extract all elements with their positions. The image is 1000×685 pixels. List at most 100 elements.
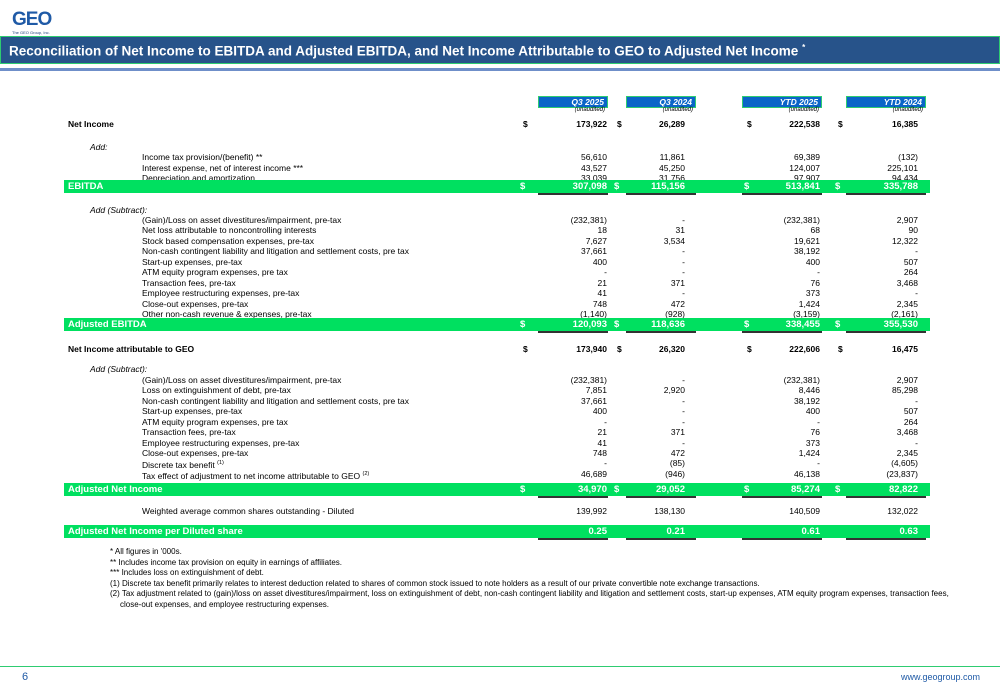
cell-value: 225,101 [887,163,918,173]
cell-value: 37,661 [581,246,607,256]
logo-text: GEO [12,9,52,30]
table-row: Net loss attributable to noncontrolling … [64,225,930,236]
cell-value: 12,322 [892,236,918,246]
title-footnote-marker: * [802,43,806,52]
page-number: 6 [22,671,29,683]
cell-value: 16,475 [892,344,918,354]
cell-value: 31 [675,225,685,235]
cell-value: 41 [597,438,607,448]
cell-value: 140,509 [789,506,820,516]
cell-value: - [682,438,685,448]
cell-value: 307,098 [538,180,608,195]
cell-value: 1,424 [798,299,820,309]
column-header: YTD 2025 [742,96,822,108]
footnote-ref: (2) [362,471,370,477]
cell-value: 16,385 [892,119,918,129]
cell-value: 400 [805,257,820,267]
cell-value: 2,920 [663,385,685,395]
currency-symbol: $ [747,119,752,129]
currency-symbol: $ [614,484,620,495]
cell-value: (3,159) [793,309,820,319]
footnotes: * All figures in '000s. ** Includes incom… [110,547,950,610]
row-label: Add (Subtract): [90,364,147,375]
section-label-row: Add (Subtract): [64,205,930,216]
footnote: ** Includes income tax provision on equi… [110,557,342,567]
row-label-text: ATM equity program expenses, pre tax [142,417,288,427]
cell-value: 3,468 [896,427,918,437]
geo-logo: GEO The GEO Group, Inc. [12,10,72,38]
total-row: Adjusted EBITDA $120,093 $118,636 $338,455 $… [64,318,930,333]
row-label: Start-up expenses, pre-tax [142,257,242,268]
cell-value: 90 [908,225,918,235]
cell-value: 222,538 [789,119,820,129]
cell-value: 335,788 [846,180,926,195]
cell-value: - [682,417,685,427]
footnote: *** Includes loss on extinguishment of d… [110,568,264,577]
cell-value: 373 [805,288,820,298]
currency-symbol: $ [744,484,750,495]
footnote: (2) Tax adjustment related to (gain)/los… [110,589,949,609]
row-label-text: Adjusted Net Income per Diluted share [68,526,243,537]
table-row: Loss on extinguishment of debt, pre-tax 7… [64,385,930,396]
footer-url[interactable]: www.geogroup.com [900,672,980,682]
currency-symbol: $ [523,344,528,354]
cell-value: 338,455 [742,318,822,333]
cell-value: 82,822 [846,483,926,498]
cell-value: 26,289 [659,119,685,129]
cell-value: 38,192 [794,396,820,406]
cell-value: 0.63 [846,525,926,540]
section-label-row: Add (Subtract): [64,364,930,375]
cell-value: (946) [665,469,685,479]
row-label: Adjusted EBITDA [68,318,147,331]
cell-value: (4,605) [891,458,918,468]
footer-divider [0,666,1000,667]
row-label-text: Net Income attributable to GEO [68,344,195,354]
footnote: * All figures in '000s. [110,547,182,556]
row-label: Add (Subtract): [90,205,147,216]
cell-value: (232,381) [783,375,820,385]
table-row: ATM equity program expenses, pre tax - - - 2… [64,267,930,278]
table-row: Income tax provision/(benefit) ** 56,610 1… [64,152,930,163]
column-subheader: (unaudited) [788,107,819,113]
row-label-text: Add: [90,142,108,152]
row-label-text: Tax effect of adjustment to net income a… [142,470,361,481]
row-label: Non-cash contingent liability and litiga… [142,396,409,407]
row-label: (Gain)/Loss on asset divestitures/impair… [142,375,341,386]
cell-value: - [817,267,820,277]
cell-value: 46,138 [794,469,820,479]
row-label-text: Adjusted Net Income [68,484,163,495]
cell-value: 8,446 [798,385,820,395]
cell-value: (232,381) [570,375,607,385]
currency-symbol: $ [520,484,526,495]
row-label-text: (Gain)/Loss on asset divestitures/impair… [142,215,342,225]
cell-value: 3,534 [663,236,685,246]
cell-value: 507 [903,406,918,416]
column-subheader: (unaudited) [574,107,605,113]
cell-value: (23,837) [886,469,918,479]
cell-value: 18 [597,225,607,235]
table-row: Employee restructuring expenses, pre-tax… [64,288,930,299]
cell-value: 7,851 [585,385,607,395]
cell-value: 264 [903,267,918,277]
cell-value: 0.61 [742,525,822,540]
cell-value: 748 [592,299,607,309]
cell-value: 41 [597,288,607,298]
currency-symbol: $ [744,181,750,192]
row-label: Transaction fees, pre-tax [142,427,236,438]
cell-value: 400 [592,406,607,416]
cell-value: - [817,458,820,468]
cell-value: 97,907 [794,173,820,183]
column-subheader: (unaudited) [892,107,923,113]
cell-value: 748 [592,448,607,458]
logo-subtitle: The GEO Group, Inc. [12,30,50,35]
row-label: Employee restructuring expenses, pre-tax [142,438,299,449]
cell-value: (232,381) [570,215,607,225]
cell-value: (2,161) [891,309,918,319]
row-label-text: Employee restructuring expenses, pre-tax [142,288,300,298]
row-label-text: Start-up expenses, pre-tax [142,257,243,267]
row-label-text: Close-out expenses, pre-tax [142,299,249,309]
section-label-row: Add: [64,142,930,153]
row-label: Tax effect of adjustment to net income a… [142,469,369,482]
footnote: (1) Discrete tax benefit primarily relat… [110,578,760,588]
row-label: Income tax provision/(benefit) ** [142,152,262,163]
